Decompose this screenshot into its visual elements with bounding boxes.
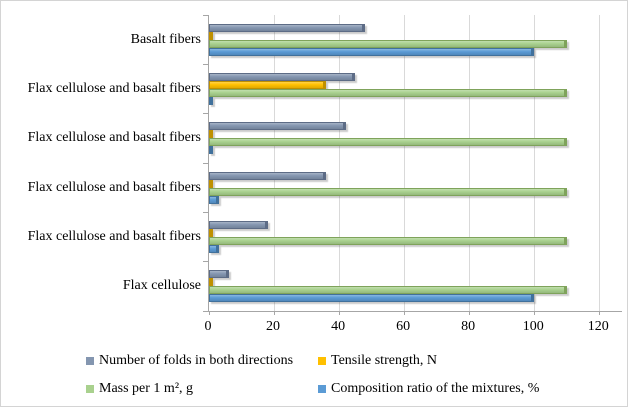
bar-series-3-cat-4: [209, 244, 219, 253]
category-axis-tick: [203, 211, 208, 213]
legend-item-3: Composition ratio of the mixtures, %: [318, 381, 539, 397]
xtick-label-100: 100: [522, 319, 544, 334]
bar-series-3-cat-2: [209, 146, 213, 155]
bar-series-2-cat-5: [209, 286, 567, 295]
bar-series-1-cat-0: [209, 31, 213, 40]
gridline-x-100: [533, 15, 535, 311]
bar-series-2-cat-4: [209, 236, 567, 245]
bar-group-0: [209, 15, 622, 64]
axis-tick-60: [403, 311, 405, 315]
bar-series-0-cat-2: [209, 122, 346, 131]
bar-series-2-cat-2: [209, 138, 567, 147]
axis-tick-0: [208, 311, 210, 315]
bar-series-3-cat-5: [209, 294, 535, 303]
bar-group-3: [209, 163, 622, 212]
bar-series-2-cat-1: [209, 88, 567, 97]
bar-series-3-cat-3: [209, 195, 219, 204]
category-label-4: Flax cellulose and basalt fibers: [27, 228, 201, 244]
axis-tick-40: [338, 311, 340, 315]
category-label-1: Flax cellulose and basalt fibers: [27, 80, 201, 96]
axis-tick-100: [533, 311, 535, 315]
bar-series-1-cat-2: [209, 130, 213, 139]
category-label-5: Flax cellulose: [122, 278, 201, 294]
bar-series-1-cat-3: [209, 179, 213, 188]
bar-series-2-cat-3: [209, 187, 567, 196]
bar-series-0-cat-4: [209, 220, 268, 229]
xtick-label-120: 120: [587, 319, 609, 334]
category-axis-tick: [203, 162, 208, 164]
bar-series-1-cat-5: [209, 278, 213, 287]
legend-label-2: Mass per 1 m², g: [99, 381, 194, 396]
category-label-3: Flax cellulose and basalt fibers: [27, 179, 201, 195]
gridline-x-120: [598, 15, 600, 311]
legend-item-0: Number of folds in both directions: [86, 353, 293, 369]
axis-tick-120: [598, 311, 600, 315]
category-axis-tick: [203, 14, 208, 16]
category-label-2: Flax cellulose and basalt fibers: [27, 130, 201, 146]
bar-group-5: [209, 262, 622, 311]
legend-label-0: Number of folds in both directions: [99, 353, 294, 368]
bar-group-2: [209, 114, 622, 163]
gridline-x-80: [468, 15, 470, 311]
legend-item-1: Tensile strength, N: [318, 353, 437, 369]
plot-area: [203, 14, 622, 315]
category-axis-tick: [203, 310, 208, 312]
category-axis-tick: [203, 261, 208, 263]
legend-swatch-icon: [86, 357, 94, 365]
gridline-x-20: [273, 15, 275, 311]
xtick-label-0: 0: [204, 319, 212, 334]
bar-series-2-cat-0: [209, 39, 567, 48]
legend-label-1: Tensile strength, N: [331, 353, 437, 368]
legend-item-2: Mass per 1 m², g: [86, 381, 193, 397]
legend-swatch-icon: [318, 385, 326, 393]
gridline-x-40: [338, 15, 340, 311]
xtick-label-80: 80: [461, 319, 476, 334]
legend-swatch-icon: [318, 357, 326, 365]
bar-series-3-cat-1: [209, 96, 213, 105]
bar-series-0-cat-3: [209, 171, 327, 180]
xtick-label-20: 20: [266, 319, 281, 334]
legend-label-3: Composition ratio of the mixtures, %: [331, 381, 540, 396]
bar-group-4: [209, 212, 622, 261]
category-axis-tick: [203, 113, 208, 115]
legend-swatch-icon: [86, 385, 94, 393]
xtick-label-60: 60: [396, 319, 411, 334]
bar-series-1-cat-4: [209, 228, 213, 237]
category-axis-tick: [203, 63, 208, 65]
bar-series-0-cat-0: [209, 23, 366, 32]
bar-series-3-cat-0: [209, 47, 535, 56]
category-label-0: Basalt fibers: [130, 31, 201, 47]
bar-group-1: [209, 64, 622, 113]
gridline-x-60: [403, 15, 405, 311]
bar-series-0-cat-1: [209, 72, 356, 81]
bar-series-1-cat-1: [209, 80, 327, 89]
axis-tick-20: [273, 311, 275, 315]
bar-series-0-cat-5: [209, 270, 229, 279]
axis-tick-80: [468, 311, 470, 315]
xtick-label-40: 40: [331, 319, 346, 334]
